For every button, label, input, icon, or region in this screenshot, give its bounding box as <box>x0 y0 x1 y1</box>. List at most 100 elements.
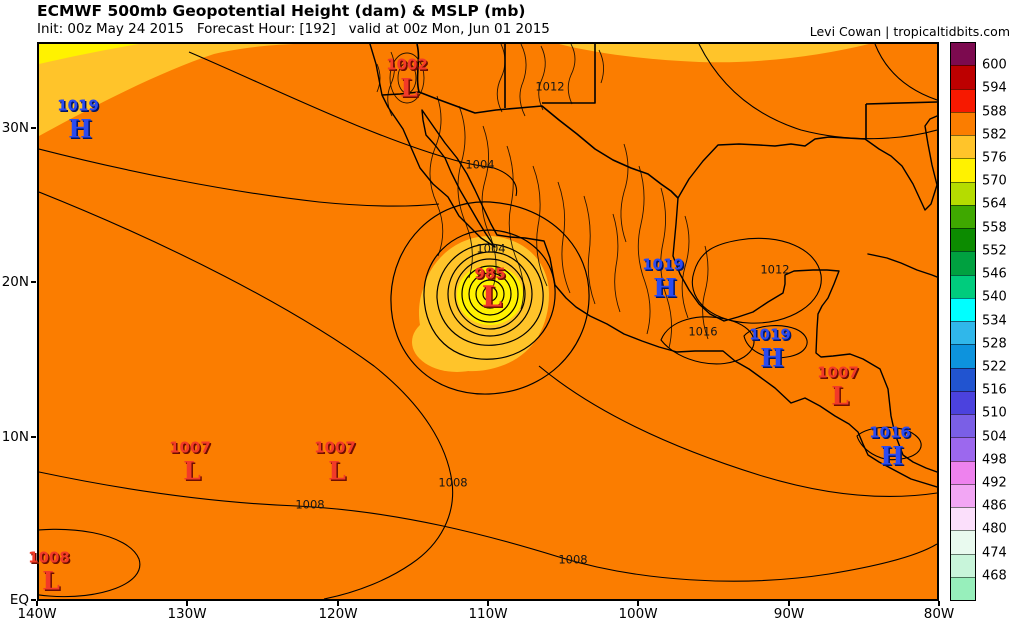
colorbar-tick-label: 582 <box>982 127 1007 143</box>
pressure-value-high: 1019 <box>749 325 791 344</box>
pressure-letter-low: L <box>42 566 60 596</box>
lat-tick-mark <box>31 436 36 438</box>
pressure-value-high: 1019 <box>642 255 684 274</box>
contour-label: 1008 <box>295 497 325 512</box>
colorbar-block <box>951 483 975 507</box>
colorbar-block <box>951 65 975 89</box>
colorbar-tick-label: 600 <box>982 57 1007 73</box>
pressure-value-low: 1007 <box>169 438 211 457</box>
colorbar-block <box>951 251 975 275</box>
coastlines <box>369 44 937 488</box>
colorbar-block <box>951 390 975 414</box>
lon-tick-label: 100W <box>618 606 658 622</box>
pressure-value-low: 1007 <box>817 363 859 382</box>
lon-tick-label: 80W <box>923 606 955 622</box>
weather-map: 1019 H 1002 L 985 L 1019 H 1019 H 1007 L 1016 H 1007 L 1… <box>28 42 939 601</box>
map-graphics <box>39 44 937 599</box>
contour-label: 1004 <box>465 157 495 172</box>
colorbar-tick-label: 474 <box>982 545 1007 561</box>
pressure-value-high: 1016 <box>869 423 911 442</box>
lat-tick-mark <box>31 281 36 283</box>
pressure-value-low: 1008 <box>28 548 70 567</box>
pressure-letter-low: L <box>400 73 418 103</box>
colorbar-tick-label: 492 <box>982 475 1007 491</box>
colorbar-block <box>951 274 975 298</box>
colorbar-tick-label: 486 <box>982 498 1007 514</box>
colorbar-tick-label: 528 <box>982 336 1007 352</box>
colorbar-tick-label: 588 <box>982 104 1007 120</box>
cyclone-isobar-rings <box>390 201 590 395</box>
colorbar-blocks <box>950 42 976 601</box>
colorbar-block <box>951 367 975 391</box>
colorbar-block <box>951 530 975 554</box>
lat-tick-mark <box>31 599 36 601</box>
pressure-value-high: 1019 <box>57 96 99 115</box>
lon-tick-mark <box>36 601 38 606</box>
colorbar-tick-label: 552 <box>982 243 1007 259</box>
pressure-letter-high: H <box>880 441 904 471</box>
colorbar-block <box>951 414 975 438</box>
contour-label: 1004 <box>476 241 506 256</box>
colorbar-tick-label: 546 <box>982 266 1007 282</box>
colorbar-block <box>951 321 975 345</box>
colorbar-tick-label: 516 <box>982 382 1007 398</box>
colorbar-tick-label: 522 <box>982 359 1007 375</box>
colorbar-tick-label: 480 <box>982 521 1007 537</box>
colorbar-block <box>951 228 975 252</box>
terrain-contours <box>376 44 709 349</box>
height-fill-bands <box>39 44 937 599</box>
state-borders <box>381 44 937 199</box>
pressure-letter-high: H <box>653 273 677 303</box>
colorbar-block <box>951 344 975 368</box>
colorbar-block <box>951 576 975 600</box>
lon-tick-mark <box>788 601 790 606</box>
lat-tick-label: 10N <box>1 429 29 445</box>
lon-tick-mark <box>938 601 940 606</box>
page-title: ECMWF 500mb Geopotential Height (dam) & … <box>37 2 526 20</box>
colorbar-tick-label: 558 <box>982 220 1007 236</box>
pressure-letter-high: H <box>760 343 784 373</box>
forecast-subtitle: Init: 00z May 24 2015 Forecast Hour: [19… <box>37 21 550 37</box>
lon-tick-label: 90W <box>773 606 805 622</box>
colorbar-tick-label: 570 <box>982 173 1007 189</box>
pressure-letter-high: H <box>68 114 92 144</box>
pressure-letter-low: L <box>481 279 503 314</box>
lon-tick-mark <box>637 601 639 606</box>
lon-tick-label: 110W <box>468 606 508 622</box>
lon-tick-mark <box>487 601 489 606</box>
credit-text: Levi Cowan | tropicaltidbits.com <box>809 24 1010 39</box>
lon-tick-label: 140W <box>17 606 57 622</box>
pressure-value-low: 1002 <box>386 55 428 74</box>
colorbar-block <box>951 111 975 135</box>
pressure-letter-low: L <box>183 456 201 486</box>
colorbar-block <box>951 135 975 159</box>
colorbar-tick-label: 534 <box>982 313 1007 328</box>
lon-tick-mark <box>337 601 339 606</box>
contour-label: 1016 <box>688 324 718 339</box>
lon-tick-label: 120W <box>318 606 358 622</box>
colorbar-block <box>951 460 975 484</box>
colorbar-tick-label: 504 <box>982 429 1007 445</box>
pressure-value-low: 985 <box>474 264 506 283</box>
colorbar-tick-label: 510 <box>982 405 1007 421</box>
lat-tick-label: 20N <box>1 274 29 290</box>
colorbar-block <box>951 43 975 66</box>
lon-tick-mark <box>186 601 188 606</box>
lat-tick-label: EQ <box>9 592 29 608</box>
colorbar-tick-label: 576 <box>982 150 1007 166</box>
colorbar-block <box>951 88 975 112</box>
contour-label: 1012 <box>535 79 565 94</box>
colorbar-tick-label: 498 <box>982 452 1007 468</box>
colorbar-block <box>951 158 975 182</box>
contour-label: 1012 <box>760 262 790 277</box>
colorbar-block <box>951 553 975 577</box>
colorbar: 600 594 588 582 576 570 564 558 552 546 540 534 528 5… <box>950 42 1010 601</box>
colorbar-tick-label: 594 <box>982 80 1007 96</box>
colorbar-tick-label: 540 <box>982 289 1007 305</box>
colorbar-block <box>951 204 975 228</box>
lat-tick-mark <box>31 127 36 129</box>
isobar-contours <box>39 44 937 599</box>
colorbar-block <box>951 437 975 461</box>
contour-label: 1008 <box>558 552 588 567</box>
